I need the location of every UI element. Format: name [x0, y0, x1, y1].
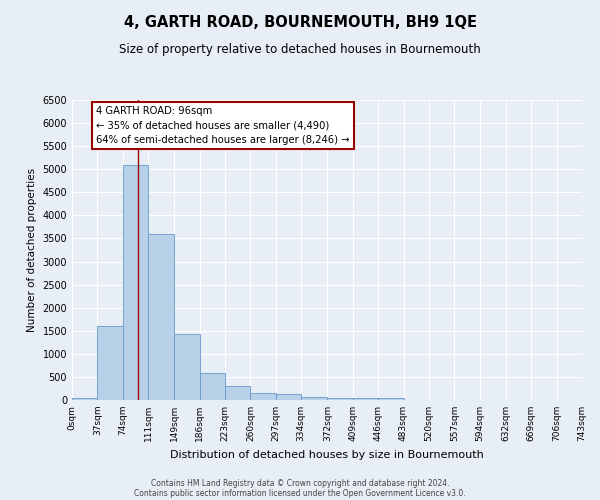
Bar [328, 398, 353, 400]
Y-axis label: Number of detached properties: Number of detached properties [27, 168, 37, 332]
Bar [174, 334, 200, 400]
Bar [97, 326, 123, 400]
Text: Contains HM Land Registry data © Crown copyright and database right 2024.: Contains HM Land Registry data © Crown c… [151, 478, 449, 488]
Text: Size of property relative to detached houses in Bournemouth: Size of property relative to detached ho… [119, 42, 481, 56]
Text: Contains public sector information licensed under the Open Government Licence v3: Contains public sector information licen… [134, 488, 466, 498]
Bar [250, 393, 276, 400]
Bar [200, 373, 225, 400]
Bar [148, 234, 174, 400]
Bar [378, 398, 404, 400]
Bar [353, 398, 378, 400]
X-axis label: Distribution of detached houses by size in Bournemouth: Distribution of detached houses by size … [170, 450, 484, 460]
Text: 4, GARTH ROAD, BOURNEMOUTH, BH9 1QE: 4, GARTH ROAD, BOURNEMOUTH, BH9 1QE [124, 15, 476, 30]
Bar [225, 386, 250, 400]
Bar [301, 396, 328, 400]
Bar [123, 164, 148, 400]
Text: 4 GARTH ROAD: 96sqm
← 35% of detached houses are smaller (4,490)
64% of semi-det: 4 GARTH ROAD: 96sqm ← 35% of detached ho… [96, 106, 350, 145]
Bar [72, 398, 97, 400]
Bar [276, 394, 301, 400]
